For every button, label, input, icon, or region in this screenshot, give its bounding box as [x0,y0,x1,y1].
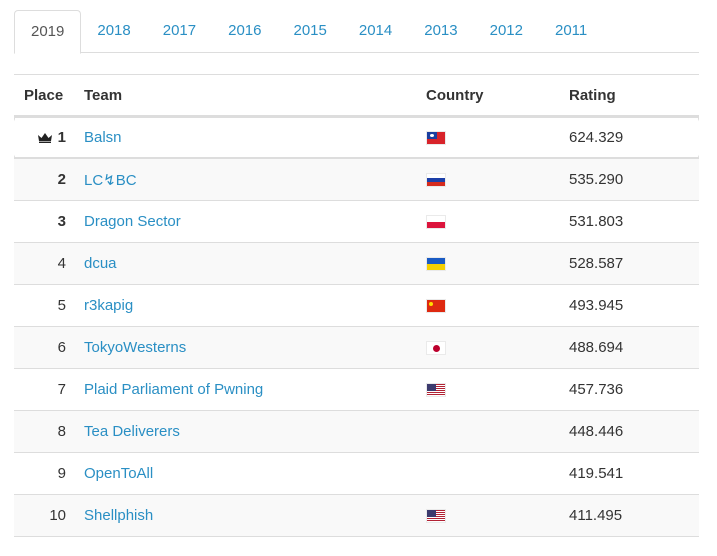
table-row: 9 OpenToAll 419.541 [14,453,699,495]
team-link[interactable]: LC↯BC [84,171,137,189]
place-value: 2 [57,171,66,188]
place-value: 9 [57,465,66,482]
place-value: 7 [57,381,66,398]
header-rating: Rating [569,86,616,104]
tab-2014[interactable]: 2014 [358,22,393,39]
team-link[interactable]: Shellphish [84,507,154,524]
table-row: 3 Dragon Sector 531.803 [14,201,699,243]
tab-2013[interactable]: 2013 [424,22,458,39]
flag-japan-icon [426,341,446,356]
year-tabs: 2019 2018 2017 2016 2015 2014 2013 2012 … [14,10,699,54]
tab-2016[interactable]: 2016 [228,22,262,39]
tab-2012[interactable]: 2012 [489,22,523,39]
flag-taiwan-icon [426,131,446,146]
team-link[interactable]: Dragon Sector [84,213,181,230]
table-row: 8 Tea Deliverers 448.446 [14,411,699,453]
table-row: 10 Shellphish 411.495 [14,495,699,537]
rating-value: 528.587 [569,255,624,272]
team-link[interactable]: Plaid Parliament of Pwning [84,381,264,398]
flag-poland-icon [426,215,446,230]
rating-value: 624.329 [569,129,624,146]
ribbon-notch-right [690,117,700,159]
team-link[interactable]: TokyoWesterns [84,339,187,356]
rating-value: 448.446 [569,423,624,440]
table-row: 7 Plaid Parliament of Pwning 457.736 [14,369,699,411]
rating-value: 493.945 [569,297,624,314]
flag-russia-icon [426,173,446,188]
tab-2019[interactable]: 2019 [14,10,82,54]
team-link[interactable]: Balsn [84,129,122,146]
rating-value: 411.495 [569,507,623,524]
table-row: 5 r3kapig 493.945 [14,285,699,327]
flag-usa-icon [426,383,446,398]
rating-value: 535.290 [569,171,624,188]
table-row: 1 Balsn 624.329 [13,117,700,159]
rating-value: 531.803 [569,213,624,230]
ranking-table: Place Team Country Rating 1 Balsn 624.32… [13,74,700,537]
tab-2011[interactable]: 2011 [555,22,588,39]
ribbon-notch-left [13,117,23,159]
team-link[interactable]: dcua [84,255,117,272]
table-row: 2 LC↯BC 535.290 [14,159,699,201]
team-link[interactable]: OpenToAll [84,465,154,482]
flag-china-icon [426,299,446,314]
place-value: 6 [57,339,66,356]
rating-value: 488.694 [569,339,624,356]
flag-usa-icon [426,509,446,524]
place-value: 5 [57,297,66,314]
place-value: 1 [57,129,66,146]
team-link[interactable]: Tea Deliverers [84,423,180,440]
place-value: 4 [57,255,66,272]
table-row: 6 TokyoWesterns 488.694 [14,327,699,369]
rating-value: 457.736 [569,381,624,398]
table-header: Place Team Country Rating [14,74,699,117]
header-team: Team [84,86,123,104]
place-value: 10 [49,507,66,524]
tab-2015[interactable]: 2015 [293,22,327,39]
header-place: Place [24,86,64,104]
table-row: 4 dcua 528.587 [14,243,699,285]
place-value: 8 [57,423,66,440]
tab-2017[interactable]: 2017 [162,22,197,39]
tab-2018[interactable]: 2018 [97,22,131,39]
place-value: 3 [57,213,66,230]
flag-ukraine-icon [426,257,446,272]
team-link[interactable]: r3kapig [84,297,134,314]
rating-value: 419.541 [569,465,624,482]
crown-icon [37,132,52,143]
header-country: Country [426,86,484,104]
